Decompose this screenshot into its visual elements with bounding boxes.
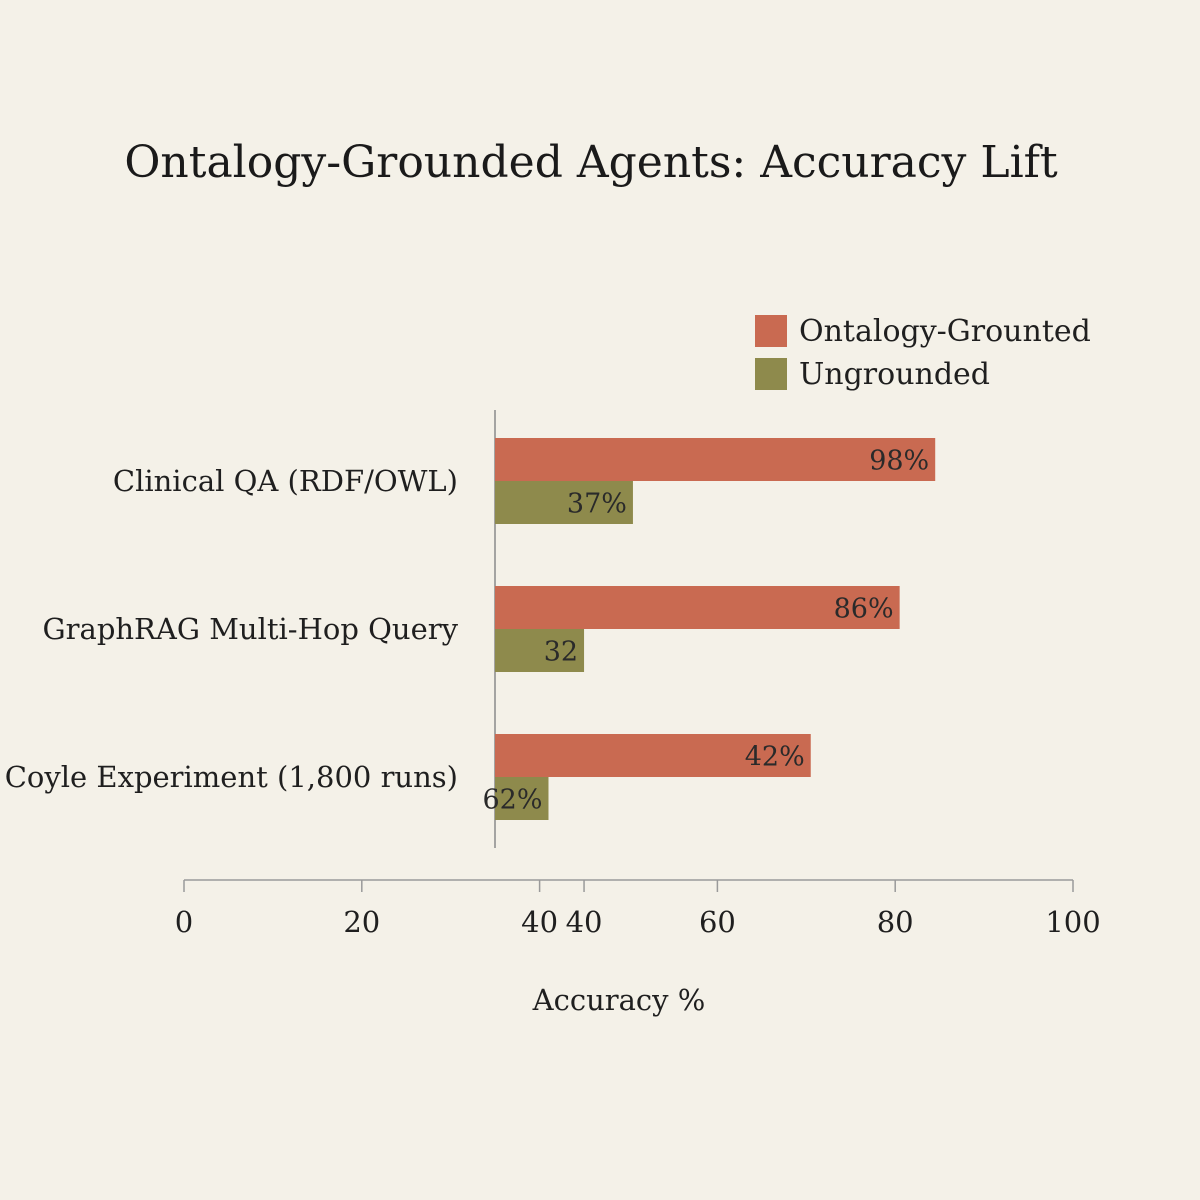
x-tick-label: 0 xyxy=(175,905,193,939)
legend-swatch-grounded xyxy=(755,315,787,347)
bar-value-label: 32 xyxy=(544,637,578,668)
x-axis-label: Accuracy % xyxy=(532,983,706,1017)
legend-swatch-ungrounded xyxy=(755,358,787,390)
bar-value-label: 37% xyxy=(567,489,627,520)
x-tick-label: 40 xyxy=(521,905,558,939)
x-tick-label: 60 xyxy=(699,905,736,939)
bar-ungrounded xyxy=(495,629,585,672)
legend-label-grounded: Ontalogy-Grounted xyxy=(799,314,1091,349)
bar-ungrounded xyxy=(495,481,633,524)
x-tick-label: 80 xyxy=(877,905,914,939)
bar-grounded xyxy=(495,438,936,481)
x-ticks: 0 20 40 40 60 80 100 xyxy=(175,880,1101,939)
x-tick-label: 20 xyxy=(343,905,380,939)
bar-value-label: 86% xyxy=(834,594,894,625)
legend-label-ungrounded: Ungrounded xyxy=(799,357,990,392)
bar-grounded xyxy=(495,586,900,629)
category-label: Coyle Experiment (1,800 runs) xyxy=(5,760,458,794)
category-label: GraphRAG Multi-Hop Query xyxy=(43,612,459,646)
category-labels: Clinical QA (RDF/OWL) GraphRAG Multi-Hop … xyxy=(5,464,459,794)
bar-value-label: 98% xyxy=(869,446,929,477)
bar-ungrounded xyxy=(495,777,549,820)
category-label: Clinical QA (RDF/OWL) xyxy=(113,464,458,498)
x-tick-label: 40 xyxy=(566,905,603,939)
bar-grounded xyxy=(495,734,811,777)
bars: 98% 86% 42% 37% 32 62% xyxy=(482,438,936,820)
bar-value-label: 62% xyxy=(482,785,542,816)
chart-title: Ontalogy-Grounded Agents: Accuracy Lift xyxy=(124,137,1058,188)
bar-value-label: 42% xyxy=(745,742,805,773)
legend: Ontalogy-Grounted Ungrounded xyxy=(755,314,1091,392)
x-tick-label: 100 xyxy=(1045,905,1100,939)
